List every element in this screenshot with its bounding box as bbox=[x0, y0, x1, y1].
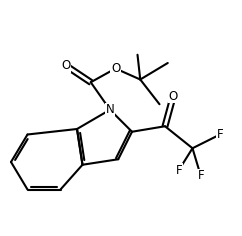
Text: O: O bbox=[169, 89, 178, 102]
Text: F: F bbox=[217, 128, 223, 141]
Text: O: O bbox=[111, 62, 120, 75]
Text: F: F bbox=[175, 164, 182, 177]
Text: F: F bbox=[197, 169, 204, 182]
Text: O: O bbox=[61, 59, 71, 72]
Text: N: N bbox=[106, 103, 114, 116]
